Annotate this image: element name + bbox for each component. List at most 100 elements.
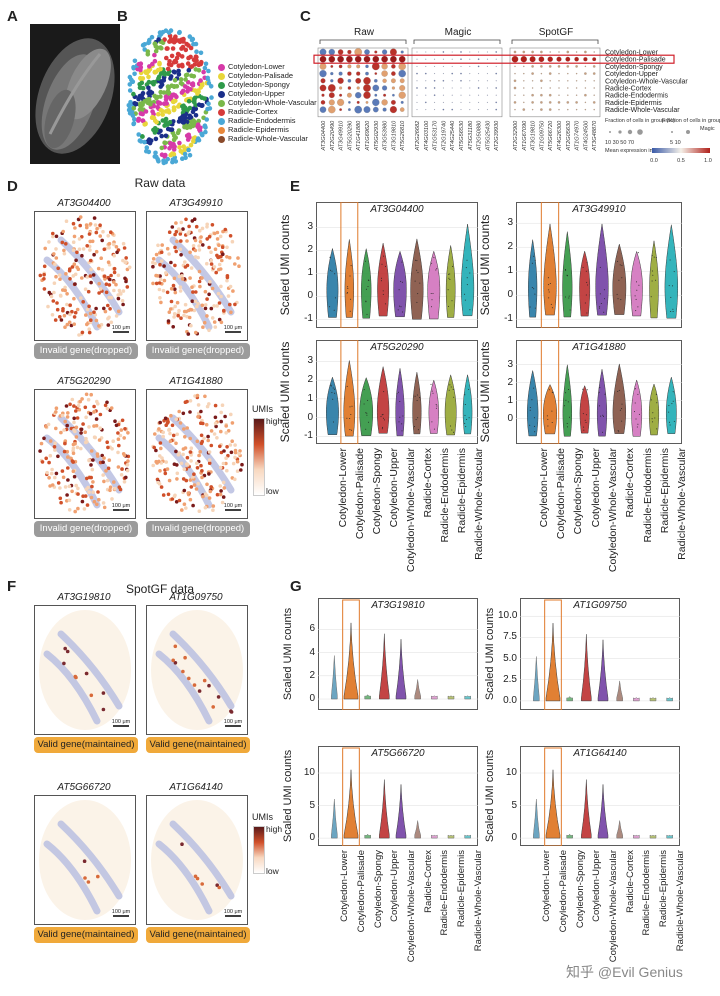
spatial-spot	[44, 424, 48, 429]
dotplot-dot	[486, 109, 488, 111]
violin-shape	[427, 250, 441, 320]
violin-shape	[462, 374, 473, 435]
spatial-spot	[193, 255, 198, 259]
dotplot-dot	[566, 65, 570, 68]
spatial-spot	[201, 243, 205, 247]
dotplot-dot	[460, 109, 462, 111]
spatial-spot	[106, 466, 111, 471]
spatial-spot	[87, 232, 92, 236]
spatial-spot	[66, 455, 70, 459]
spatial-spot	[62, 313, 67, 318]
dotplot-dot	[348, 101, 351, 104]
dotplot-dot	[523, 101, 525, 104]
spatial-spot	[233, 477, 237, 482]
violin-point	[448, 277, 450, 279]
cluster-cell	[151, 99, 157, 105]
spatial-spot	[75, 307, 80, 312]
violin-point	[449, 384, 451, 386]
cluster-cell	[207, 106, 213, 111]
spatial-gene-title: AT3G49910	[169, 198, 223, 209]
spatial-spot	[86, 485, 90, 490]
violin-point	[431, 421, 433, 423]
spatial-spot	[183, 260, 187, 264]
cluster-cell	[171, 133, 177, 138]
violin-point	[469, 309, 471, 311]
spatial-spot	[210, 286, 215, 291]
x-category-label: Radicle-Cortex	[624, 448, 637, 518]
violin-point	[332, 398, 334, 400]
dotplot-dot	[531, 101, 534, 104]
x-category-label: Radicle-Whole-Vascular	[472, 448, 485, 560]
cluster-cell	[158, 45, 163, 50]
spatial-spot	[162, 278, 167, 283]
violin-point	[653, 256, 655, 258]
violin-shape	[395, 639, 407, 700]
cluster-cell	[178, 77, 184, 82]
violin-point	[417, 429, 419, 431]
spatial-spot	[219, 450, 224, 455]
violin-point	[654, 417, 656, 419]
violin-shape	[431, 695, 438, 700]
spatial-spot	[100, 267, 105, 272]
x-category-label: Radicle-Epidermis	[456, 850, 467, 928]
violin-point	[347, 286, 349, 288]
violin-point	[398, 421, 400, 423]
y-tick-label: 0	[507, 412, 513, 424]
spatial-spot	[109, 406, 114, 410]
spatial-spot	[51, 234, 55, 239]
violin-shape	[581, 779, 592, 839]
spatial-spot	[179, 316, 183, 320]
violin-point	[621, 403, 623, 405]
cluster-cell	[200, 103, 205, 108]
violin-point	[584, 419, 586, 421]
spatial-spot	[169, 260, 173, 265]
panel-label-b: B	[117, 8, 128, 25]
dotplot-dot	[540, 87, 543, 89]
spatial-spot	[160, 243, 164, 247]
spatial-spot	[179, 461, 184, 466]
spatial-spot	[182, 488, 187, 493]
dotplot-dot	[460, 87, 462, 89]
cluster-cell	[171, 137, 177, 143]
cluster-cell	[165, 122, 170, 127]
cluster-cell	[186, 132, 191, 138]
spatial-spot	[87, 490, 91, 494]
dotplot-gene-label: AT5G31180	[468, 120, 474, 151]
spatial-map-svg: 100 μm	[151, 610, 243, 730]
dotplot-row-label: Cotyledon-Whole-Vascular	[605, 78, 688, 85]
spatial-spot	[94, 249, 99, 254]
spatial-spot	[89, 693, 94, 698]
spatial-spot	[206, 434, 210, 439]
spatial-spot	[185, 455, 190, 460]
violin-point	[382, 293, 384, 295]
cluster-cell	[166, 71, 171, 77]
spatial-spot	[219, 284, 223, 289]
spatial-spot	[227, 255, 232, 260]
spatial-spot	[187, 676, 191, 681]
dotplot-gene-label: AT1G69620	[365, 120, 371, 152]
spatial-spot	[61, 229, 65, 234]
spatial-spot	[60, 413, 65, 418]
cluster-cell	[146, 79, 152, 85]
spatial-spot	[104, 469, 108, 473]
spatial-spot	[54, 410, 58, 414]
spatial-spot	[50, 313, 55, 317]
cluster-cell	[154, 95, 159, 101]
spatial-spot	[88, 274, 93, 278]
vascular-band	[169, 820, 235, 900]
cluster-cell	[149, 90, 155, 96]
dotplot-bracket	[413, 39, 501, 44]
spatial-spot	[80, 330, 85, 335]
spatial-spot	[71, 274, 76, 278]
spatial-spot	[217, 301, 222, 305]
spatial-spot	[121, 302, 125, 307]
spatial-spot	[89, 267, 93, 272]
spatial-spot	[110, 497, 114, 501]
cluster-cell	[162, 72, 168, 77]
violin-point	[382, 290, 384, 292]
spatial-spot	[197, 279, 202, 284]
violin-shape	[431, 834, 438, 839]
legend-label: Cotyledon-Upper	[228, 89, 285, 98]
dotplot-dot	[511, 55, 519, 63]
cluster-cell	[179, 54, 185, 59]
